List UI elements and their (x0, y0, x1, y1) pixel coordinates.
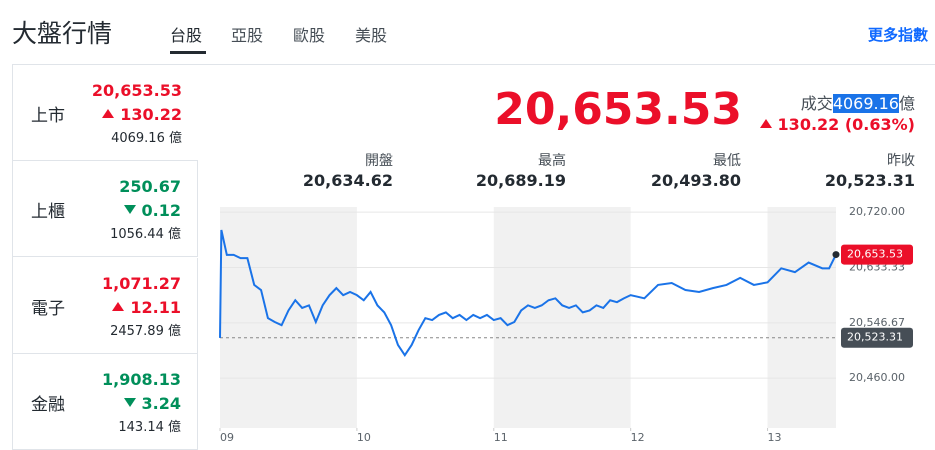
reference-label: 20,523.31 (847, 331, 903, 344)
last-label: 20,653.53 (847, 248, 903, 261)
market-change: 12.11 (112, 298, 181, 317)
market-name: 電子 (31, 298, 65, 319)
stat-label: 最高 (538, 153, 566, 169)
change-value: 130.22 (0.63%) (777, 115, 915, 134)
tab-underline (170, 51, 206, 54)
stat-value: 20,493.80 (650, 171, 741, 190)
market-price: 20,653.53 (91, 81, 182, 100)
market-item[interactable]: 上市 20,653.53 130.22 4069.16 億 (13, 65, 198, 161)
market-price: 1,908.13 (102, 369, 181, 389)
market-volume: 4069.16 億 (111, 131, 182, 146)
volume-value: 4069.16 (832, 94, 899, 113)
market-volume: 1056.44 億 (110, 227, 181, 243)
last-label-box (841, 244, 913, 265)
hour-band (767, 207, 836, 428)
stat-label: 開盤 (365, 153, 393, 169)
market-change: 3.24 (123, 393, 181, 413)
index-price: 20,653.53 (494, 84, 742, 135)
market-item[interactable]: 上櫃 250.67 0.12 1056.44 億 (13, 161, 198, 258)
tab[interactable]: 美股 (355, 26, 388, 45)
x-tick-label: 10 (357, 431, 371, 444)
price-line (219, 229, 837, 357)
divider (12, 64, 935, 65)
market-name: 金融 (31, 394, 65, 415)
stat-label: 昨收 (887, 153, 915, 169)
direction-icon (102, 109, 115, 118)
tab[interactable]: 亞股 (231, 26, 264, 45)
reference-label-box (841, 327, 913, 348)
stat-label: 最低 (713, 153, 741, 169)
tab[interactable]: 歐股 (293, 26, 326, 45)
stat-value: 20,634.62 (302, 171, 393, 190)
direction-icon (112, 301, 125, 311)
index-change: 130.22 (0.63%) (759, 115, 915, 134)
market-price: 1,071.27 (102, 273, 181, 293)
change-value: 3.24 (141, 393, 181, 413)
market-change: 130.22 (102, 105, 182, 124)
market-name: 上櫃 (31, 202, 65, 223)
x-tick-label: 09 (220, 431, 234, 444)
page-title: 大盤行情 (12, 19, 113, 48)
y-tick-label: 20,546.67 (849, 316, 905, 329)
market-list: 上市 20,653.53 130.22 4069.16 億上櫃 250.67 0.12 10… (12, 65, 198, 450)
stat-value: 20,523.31 (824, 171, 915, 190)
volume-label: 成交 (800, 94, 833, 113)
x-tick-label: 12 (631, 431, 645, 444)
tab[interactable]: 台股 (170, 26, 203, 45)
market-change: 0.12 (123, 201, 181, 221)
y-tick-label: 20,460.00 (849, 371, 905, 384)
direction-icon (759, 119, 772, 128)
market-volume: 2457.89 億 (110, 323, 181, 339)
x-tick-label: 13 (768, 431, 782, 444)
volume-unit: 億 (898, 94, 915, 113)
market-item[interactable]: 電子 1,071.27 12.11 2457.89 億 (13, 257, 198, 354)
more-link[interactable]: 更多指數 (868, 26, 929, 44)
hour-band (220, 207, 357, 428)
direction-icon (123, 397, 136, 407)
market-volume: 143.14 億 (118, 419, 181, 435)
x-tick-label: 11 (494, 431, 508, 444)
stat-value: 20,689.19 (475, 171, 566, 190)
direction-icon (123, 205, 136, 215)
market-price: 250.67 (119, 177, 181, 197)
hour-band (493, 207, 631, 428)
change-value: 130.22 (120, 105, 182, 124)
market-name: 上市 (31, 106, 65, 126)
y-tick-label: 20,720.00 (849, 205, 905, 218)
market-item[interactable]: 金融 1,908.13 3.24 143.14 億 (13, 353, 198, 450)
change-value: 12.11 (130, 297, 181, 317)
last-point (832, 251, 840, 259)
change-value: 0.12 (141, 201, 181, 221)
volume: 成交4069.16億 (801, 90, 915, 114)
